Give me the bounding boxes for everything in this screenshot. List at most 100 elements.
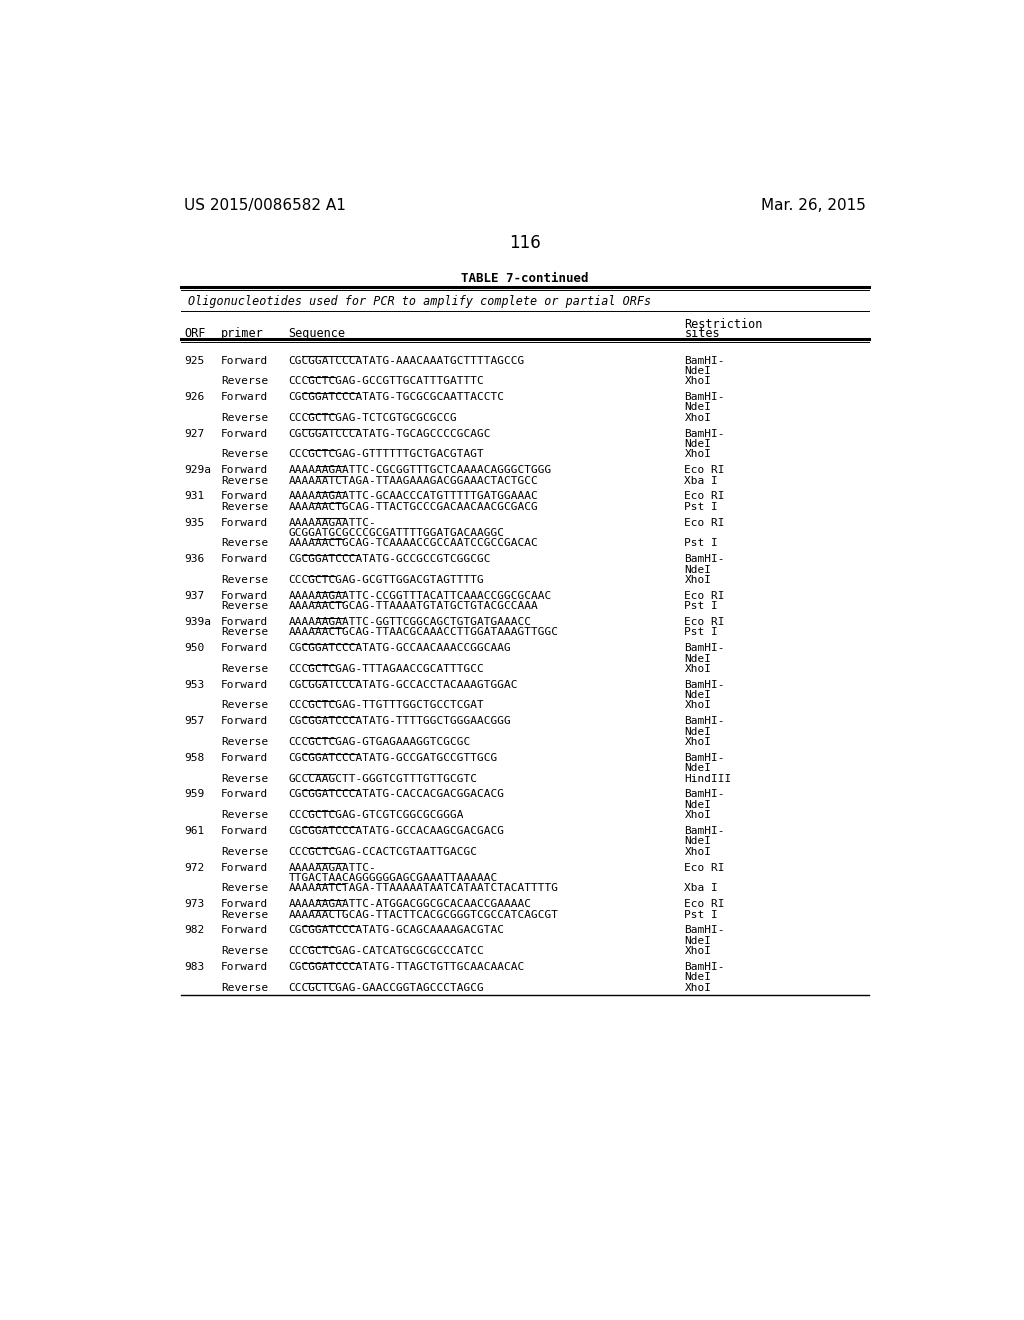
- Text: Oligonucleotides used for PCR to amplify complete or partial ORFs: Oligonucleotides used for PCR to amplify…: [188, 296, 651, 309]
- Text: CCCGCTCGAG-TCTCGTGCGCGCCG: CCCGCTCGAG-TCTCGTGCGCGCCG: [289, 413, 457, 422]
- Text: Reverse: Reverse: [221, 576, 268, 585]
- Text: CGCGGATCCCATATG-GCCAACAAACCGGCAAG: CGCGGATCCCATATG-GCCAACAAACCGGCAAG: [289, 643, 511, 653]
- Text: CCCGCTCGAG-GTCGTCGGCGCGGGA: CCCGCTCGAG-GTCGTCGGCGCGGGA: [289, 810, 464, 820]
- Text: Forward: Forward: [221, 962, 268, 972]
- Text: TABLE 7-continued: TABLE 7-continued: [461, 272, 589, 285]
- Text: NdeI: NdeI: [684, 936, 712, 945]
- Text: Eco RI: Eco RI: [684, 591, 725, 601]
- Text: Reverse: Reverse: [221, 701, 268, 710]
- Text: NdeI: NdeI: [684, 837, 712, 846]
- Text: NdeI: NdeI: [684, 800, 712, 809]
- Text: Reverse: Reverse: [221, 664, 268, 675]
- Text: 927: 927: [184, 429, 205, 438]
- Text: XhoI: XhoI: [684, 737, 712, 747]
- Text: NdeI: NdeI: [684, 366, 712, 376]
- Text: Forward: Forward: [221, 680, 268, 689]
- Text: XhoI: XhoI: [684, 449, 712, 459]
- Text: 959: 959: [184, 789, 205, 800]
- Text: Forward: Forward: [221, 862, 268, 873]
- Text: Pst I: Pst I: [684, 627, 718, 638]
- Text: AAAAAACTGCAG-TTAAAATGTATGCTGTACGCCAAA: AAAAAACTGCAG-TTAAAATGTATGCTGTACGCCAAA: [289, 601, 539, 611]
- Text: 939a: 939a: [184, 616, 212, 627]
- Text: AAAAAAGAATTC-GCAACCCATGTTTTTGATGGAAAC: AAAAAAGAATTC-GCAACCCATGTTTTTGATGGAAAC: [289, 491, 539, 502]
- Text: CCCGCTCGAG-GCCGTTGCATTTGATTTC: CCCGCTCGAG-GCCGTTGCATTTGATTTC: [289, 376, 484, 387]
- Text: AAAAAACTGCAG-TCAAAACCGCCAATCCGCCGACAC: AAAAAACTGCAG-TCAAAACCGCCAATCCGCCGACAC: [289, 539, 539, 548]
- Text: Restriction: Restriction: [684, 318, 763, 331]
- Text: XhoI: XhoI: [684, 413, 712, 422]
- Text: CGCGGATCCCATATG-TTAGCTGTTGCAACAACAC: CGCGGATCCCATATG-TTAGCTGTTGCAACAACAC: [289, 962, 524, 972]
- Text: AAAAAACTGCAG-TTACTTCACGCGGGTCGCCATCAGCGT: AAAAAACTGCAG-TTACTTCACGCGGGTCGCCATCAGCGT: [289, 909, 558, 920]
- Text: CGCGGATCCCATATG-GCCACAAGCGACGACG: CGCGGATCCCATATG-GCCACAAGCGACGACG: [289, 826, 505, 836]
- Text: AAAAAATCTAGA-TTAAGAAAGACGGAAACTACTGCC: AAAAAATCTAGA-TTAAGAAAGACGGAAACTACTGCC: [289, 475, 539, 486]
- Text: NdeI: NdeI: [684, 690, 712, 700]
- Text: Reverse: Reverse: [221, 539, 268, 548]
- Text: AAAAAACTGCAG-TTACTGCCCGACAACAACGCGACG: AAAAAACTGCAG-TTACTGCCCGACAACAACGCGACG: [289, 502, 539, 512]
- Text: NdeI: NdeI: [684, 440, 712, 449]
- Text: Forward: Forward: [221, 717, 268, 726]
- Text: XhoI: XhoI: [684, 701, 712, 710]
- Text: NdeI: NdeI: [684, 973, 712, 982]
- Text: HindIII: HindIII: [684, 774, 732, 784]
- Text: GCCCAAGCTT-GGGTCGTTTGTTGCGTC: GCCCAAGCTT-GGGTCGTTTGTTGCGTC: [289, 774, 477, 784]
- Text: Reverse: Reverse: [221, 376, 268, 387]
- Text: Reverse: Reverse: [221, 449, 268, 459]
- Text: 925: 925: [184, 355, 205, 366]
- Text: BamHI-: BamHI-: [684, 789, 725, 800]
- Text: Reverse: Reverse: [221, 847, 268, 857]
- Text: ORF: ORF: [184, 327, 206, 341]
- Text: Pst I: Pst I: [684, 601, 718, 611]
- Text: AAAAAAGAATTC-: AAAAAAGAATTC-: [289, 862, 376, 873]
- Text: Reverse: Reverse: [221, 737, 268, 747]
- Text: 935: 935: [184, 517, 205, 528]
- Text: Reverse: Reverse: [221, 413, 268, 422]
- Text: Forward: Forward: [221, 752, 268, 763]
- Text: Reverse: Reverse: [221, 909, 268, 920]
- Text: NdeI: NdeI: [684, 726, 712, 737]
- Text: BamHI-: BamHI-: [684, 962, 725, 972]
- Text: Forward: Forward: [221, 591, 268, 601]
- Text: Reverse: Reverse: [221, 946, 268, 956]
- Text: CGCGGATCCCATATG-CACCACGACGGACACG: CGCGGATCCCATATG-CACCACGACGGACACG: [289, 789, 505, 800]
- Text: Forward: Forward: [221, 643, 268, 653]
- Text: 929a: 929a: [184, 465, 212, 475]
- Text: CCCGCTCGAG-TTTAGAACCGCATTTGCC: CCCGCTCGAG-TTTAGAACCGCATTTGCC: [289, 664, 484, 675]
- Text: CCCGCTCGAG-GTGAGAAAGGTCGCGC: CCCGCTCGAG-GTGAGAAAGGTCGCGC: [289, 737, 471, 747]
- Text: XhoI: XhoI: [684, 576, 712, 585]
- Text: sites: sites: [684, 327, 720, 341]
- Text: Pst I: Pst I: [684, 502, 718, 512]
- Text: Sequence: Sequence: [289, 327, 345, 341]
- Text: CCCGCTCGAG-CATCATGCGCGCCCATCC: CCCGCTCGAG-CATCATGCGCGCCCATCC: [289, 946, 484, 956]
- Text: Reverse: Reverse: [221, 475, 268, 486]
- Text: BamHI-: BamHI-: [684, 680, 725, 689]
- Text: XhoI: XhoI: [684, 982, 712, 993]
- Text: 953: 953: [184, 680, 205, 689]
- Text: CGCGGATCCCATATG-GCCACCTACAAAGTGGAC: CGCGGATCCCATATG-GCCACCTACAAAGTGGAC: [289, 680, 518, 689]
- Text: AAAAAAGAATTC-CCGGTTTACATTCAAACCGGCGCAAC: AAAAAAGAATTC-CCGGTTTACATTCAAACCGGCGCAAC: [289, 591, 552, 601]
- Text: BamHI-: BamHI-: [684, 925, 725, 936]
- Text: CCCGCTCGAG-GTTTTTTGCTGACGTAGT: CCCGCTCGAG-GTTTTTTGCTGACGTAGT: [289, 449, 484, 459]
- Text: Xba I: Xba I: [684, 475, 718, 486]
- Text: 931: 931: [184, 491, 205, 502]
- Text: Eco RI: Eco RI: [684, 517, 725, 528]
- Text: Forward: Forward: [221, 899, 268, 909]
- Text: Reverse: Reverse: [221, 502, 268, 512]
- Text: CCCGCTCGAG-GAACCGGTAGCCCTAGCG: CCCGCTCGAG-GAACCGGTAGCCCTAGCG: [289, 982, 484, 993]
- Text: AAAAAACTGCAG-TTAACGCAAACCTTGGATAAAGTTGGC: AAAAAACTGCAG-TTAACGCAAACCTTGGATAAAGTTGGC: [289, 627, 558, 638]
- Text: 957: 957: [184, 717, 205, 726]
- Text: XhoI: XhoI: [684, 810, 712, 820]
- Text: XhoI: XhoI: [684, 376, 712, 387]
- Text: 982: 982: [184, 925, 205, 936]
- Text: Reverse: Reverse: [221, 774, 268, 784]
- Text: Forward: Forward: [221, 826, 268, 836]
- Text: XhoI: XhoI: [684, 664, 712, 675]
- Text: Reverse: Reverse: [221, 627, 268, 638]
- Text: CGCGGATCCCATATG-TGCGCGCAATTACCTC: CGCGGATCCCATATG-TGCGCGCAATTACCTC: [289, 392, 505, 403]
- Text: AAAAAAGAATTC-CGCGGTTTGCTCAAAACAGGGCTGGG: AAAAAAGAATTC-CGCGGTTTGCTCAAAACAGGGCTGGG: [289, 465, 552, 475]
- Text: Eco RI: Eco RI: [684, 899, 725, 909]
- Text: NdeI: NdeI: [684, 763, 712, 774]
- Text: CCCGCTCGAG-GCGTTGGACGTAGTTTTG: CCCGCTCGAG-GCGTTGGACGTAGTTTTG: [289, 576, 484, 585]
- Text: Reverse: Reverse: [221, 883, 268, 894]
- Text: XhoI: XhoI: [684, 847, 712, 857]
- Text: Forward: Forward: [221, 491, 268, 502]
- Text: BamHI-: BamHI-: [684, 826, 725, 836]
